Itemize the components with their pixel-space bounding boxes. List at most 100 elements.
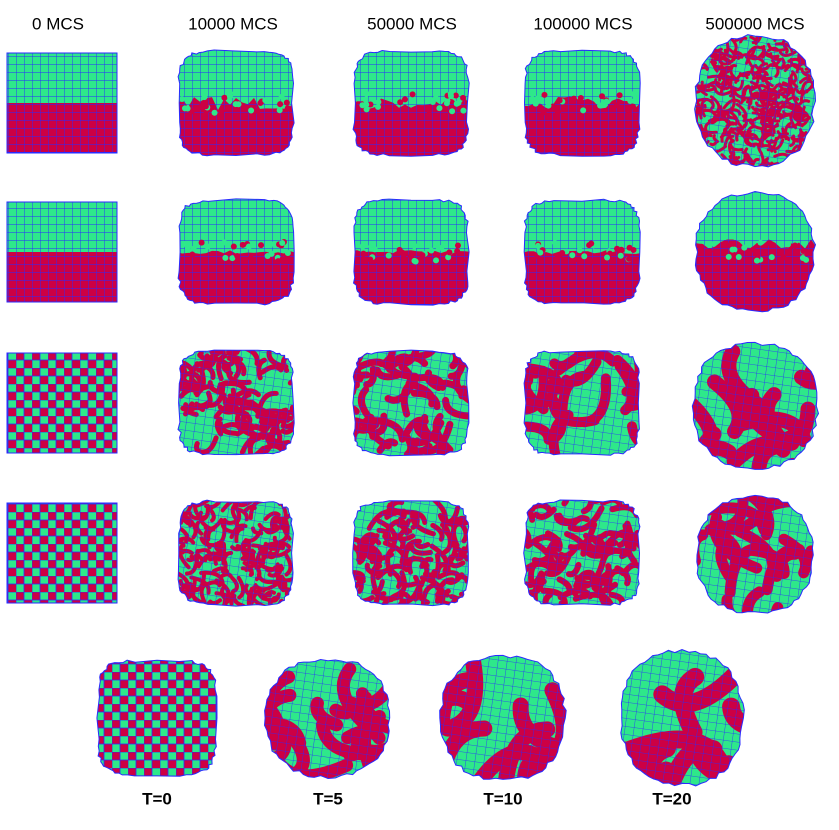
mixed-cell: [360, 250, 367, 257]
cell-edges: [439, 655, 567, 780]
mixed-cell: [617, 252, 624, 259]
red-domain: [698, 146, 705, 159]
mixed-cell: [267, 241, 274, 248]
red-domain: [712, 606, 760, 613]
mixed-cell: [239, 241, 246, 248]
outline: [691, 341, 820, 470]
cell-edges: [694, 34, 816, 167]
mixed-cell: [178, 95, 185, 102]
tissue: [96, 660, 217, 777]
outline: [523, 198, 641, 305]
mixed-cell: [229, 255, 236, 262]
outline: [263, 658, 391, 780]
tissue: [352, 500, 469, 606]
tissue: [524, 350, 640, 456]
mixed-cell: [569, 105, 576, 112]
red-cells: [178, 96, 295, 156]
tissue: [7, 353, 117, 453]
mixed-cell: [184, 105, 191, 112]
mixed-cell: [189, 251, 196, 258]
tissue: [353, 199, 470, 306]
red-domain: [804, 145, 815, 151]
mixed-cell: [211, 109, 218, 116]
outline: [694, 190, 817, 313]
red-domain: [524, 350, 534, 386]
outline: [96, 659, 218, 777]
outline: [352, 198, 470, 306]
mixed-cell: [374, 103, 381, 110]
time-label: T=5: [313, 789, 343, 808]
red-domain: [811, 49, 816, 66]
mixed-cell: [275, 258, 282, 265]
red-domain: [289, 602, 294, 607]
tissue: [178, 350, 295, 455]
mixed-cell: [235, 101, 242, 108]
mixed-cell: [218, 107, 225, 114]
mixed-cell: [435, 244, 442, 251]
mixed-cell: [284, 105, 291, 112]
tissue: [7, 53, 117, 153]
checker-cells: [96, 660, 217, 777]
mixed-cell: [535, 97, 542, 104]
red-domain: [352, 350, 364, 363]
red-domain: [277, 598, 290, 607]
outline: [177, 499, 294, 607]
red-domain: [590, 500, 611, 505]
red-domain: [460, 364, 469, 395]
red-domain: [705, 40, 717, 49]
mixed-cell: [635, 95, 641, 102]
red-domain: [719, 163, 733, 167]
red-domain: [694, 36, 700, 49]
red-domain: [461, 356, 469, 371]
tissue: [524, 199, 641, 305]
red-domain: [812, 115, 816, 123]
cell-edges: [524, 350, 640, 456]
cell-edges: [523, 500, 640, 606]
red-domain: [288, 591, 294, 606]
mixed-cell: [409, 95, 416, 102]
red-domain: [178, 355, 183, 377]
mixed-cell: [599, 93, 606, 100]
red-domain: [700, 142, 708, 158]
mixed-cell: [234, 253, 241, 260]
red-domain: [277, 500, 286, 506]
red-domain: [694, 158, 700, 166]
cell-edges: [696, 495, 814, 613]
red-domain: [801, 148, 814, 159]
mixed-cell: [537, 249, 544, 256]
mixed-cell: [554, 108, 561, 115]
tissue: [264, 659, 390, 779]
mixed-cell: [277, 101, 284, 108]
mixed-cell: [245, 243, 252, 250]
mixed-cell: [785, 241, 792, 248]
mixed-cell: [569, 252, 576, 259]
column-header: 0 MCS: [32, 14, 84, 33]
outline: [177, 49, 295, 157]
red-domain: [352, 361, 360, 389]
red-domain: [800, 34, 812, 41]
mixed-cell: [248, 107, 255, 114]
mixed-cell: [576, 247, 583, 254]
mixed-cell: [363, 90, 370, 97]
mixed-cell: [757, 239, 764, 246]
red-domain: [555, 736, 567, 780]
outline: [439, 654, 567, 780]
mixed-cell: [181, 240, 188, 247]
mixed-cell: [222, 254, 229, 261]
column-header: 10000 MCS: [188, 14, 278, 33]
mixed-cell: [385, 252, 392, 259]
mixed-cell: [735, 253, 742, 260]
red-domain: [544, 350, 587, 361]
mixed-cell: [204, 243, 211, 250]
mixed-cell: [706, 248, 713, 255]
red-domain: [807, 154, 816, 160]
mixed-cell: [541, 91, 548, 98]
outline: [6, 52, 118, 154]
mixed-cell: [616, 92, 623, 99]
red-domain: [787, 162, 805, 167]
mixed-cell: [284, 258, 291, 265]
red-domain: [787, 153, 800, 165]
green-cells: [178, 198, 295, 305]
